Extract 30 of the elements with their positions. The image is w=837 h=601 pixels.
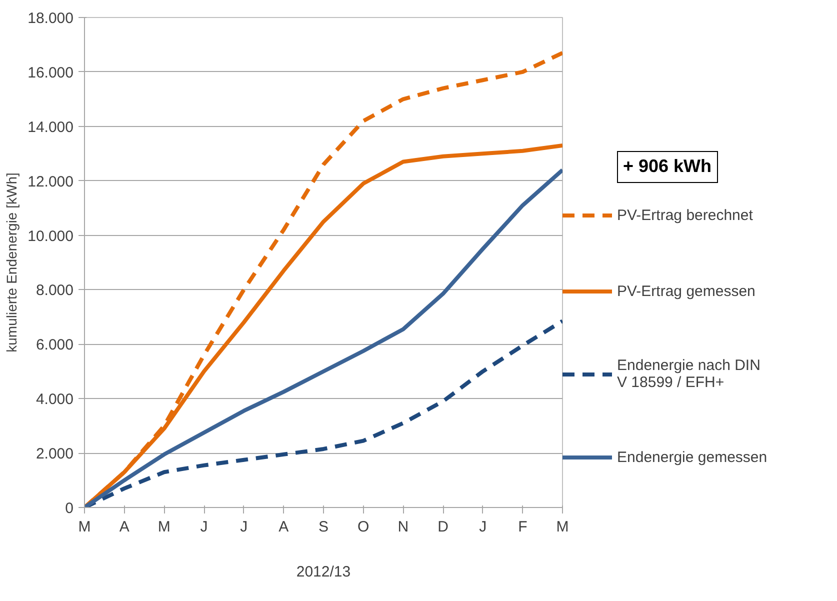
y-tick-label: 16.000 [28, 64, 74, 82]
y-tick-label: 10.000 [28, 228, 74, 245]
x-tick-label: D [438, 518, 449, 536]
x-tick-label: N [398, 518, 409, 536]
legend-label: Endenergie nach DIN V 18599 / EFH+ [617, 357, 760, 391]
y-tick-label: 4.000 [36, 391, 74, 408]
x-tick-label: A [119, 518, 130, 536]
x-tick-label: J [200, 518, 208, 536]
y-tick-label: 0 [65, 500, 74, 517]
text: + 906 kWh [623, 155, 712, 178]
y-axis-title: kumulierte Endenergie [kWh] [4, 172, 20, 352]
x-tick-label: O [358, 518, 370, 536]
legend-label: Endenergie gemessen [617, 448, 768, 466]
legend-label: PV-Ertrag berechnet [617, 206, 753, 224]
y-tick-label: 18.000 [28, 10, 74, 27]
x-tick-label: M [556, 518, 569, 536]
x-tick-label: A [278, 518, 289, 536]
x-tick-label: J [240, 518, 248, 536]
y-tick-label: 2.000 [36, 446, 74, 463]
x-tick-label: M [78, 518, 91, 536]
x-axis-title: 2012/13 [296, 564, 351, 580]
y-tick-label: 8.000 [36, 282, 74, 300]
x-tick-label: S [318, 518, 329, 536]
y-tick-label: 12.000 [28, 173, 74, 190]
x-tick-label: J [479, 518, 487, 536]
x-tick-label: M [158, 518, 170, 536]
x-tick-label: F [518, 518, 528, 536]
y-tick-label: 6.000 [36, 336, 74, 354]
y-tick-label: 14.000 [28, 118, 74, 136]
legend-label: PV-Ertrag gemessen [617, 282, 756, 300]
